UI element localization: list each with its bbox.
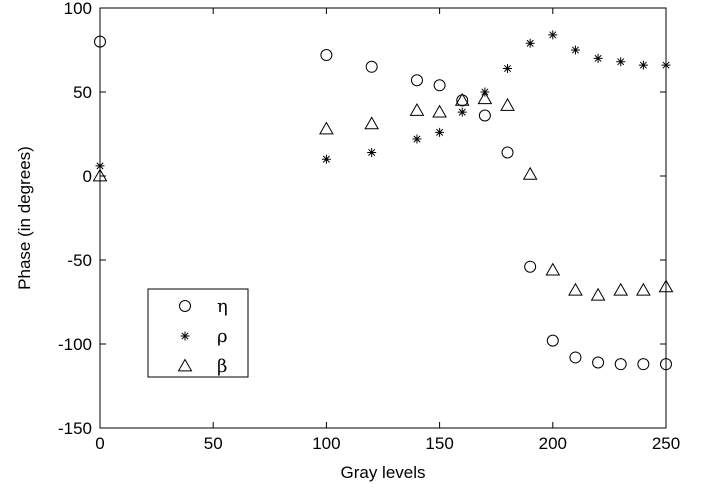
data-point-asterisk xyxy=(661,60,671,70)
data-point-circle xyxy=(592,356,605,369)
data-point-circle xyxy=(660,358,672,371)
data-point-circle xyxy=(365,60,378,73)
series-circle xyxy=(94,35,672,371)
data-point-asterisk xyxy=(457,107,467,117)
data-point-triangle xyxy=(522,166,538,180)
data-point-asterisk xyxy=(367,147,377,157)
data-point-asterisk xyxy=(95,161,105,171)
legend-item: η xyxy=(179,296,228,317)
x-tick-label: 50 xyxy=(204,434,223,453)
series-asterisk xyxy=(95,30,671,171)
series-triangle xyxy=(92,91,674,301)
data-point-triangle xyxy=(477,91,493,105)
legend-box xyxy=(147,288,249,378)
data-point-circle xyxy=(524,260,537,273)
legend-marker-circle xyxy=(179,300,191,312)
y-tick-label: -100 xyxy=(58,335,92,354)
data-point-triangle xyxy=(568,282,583,296)
data-point-circle xyxy=(501,146,514,159)
data-point-circle xyxy=(94,35,106,48)
x-tick-label: 100 xyxy=(312,434,340,453)
data-point-circle xyxy=(569,351,582,364)
data-point-circle xyxy=(320,49,333,62)
plot-frame xyxy=(99,7,667,429)
y-tick-label: 0 xyxy=(83,167,92,186)
data-point-triangle xyxy=(658,279,674,293)
data-point-asterisk xyxy=(412,134,422,144)
legend-label: η xyxy=(217,296,228,317)
data-point-asterisk xyxy=(638,60,648,70)
data-point-asterisk xyxy=(548,30,558,40)
axis-ticks xyxy=(99,7,667,429)
data-point-triangle xyxy=(454,92,470,106)
data-point-circle xyxy=(410,74,423,87)
data-point-triangle xyxy=(613,282,629,296)
y-tick-label: -150 xyxy=(58,419,92,438)
data-point-triangle xyxy=(590,287,606,301)
y-axis-title: Phase (in degrees) xyxy=(15,146,34,290)
data-point-triangle xyxy=(432,104,447,118)
x-tick-label: 200 xyxy=(539,434,567,453)
data-point-circle xyxy=(614,358,627,371)
data-point-triangle xyxy=(409,102,425,116)
legend-label: β xyxy=(217,356,227,377)
data-point-asterisk xyxy=(616,57,626,67)
data-point-triangle xyxy=(364,116,380,130)
data-point-asterisk xyxy=(435,127,445,137)
legend-item: ρ xyxy=(180,326,228,347)
data-point-triangle xyxy=(545,262,561,276)
data-point-asterisk xyxy=(525,38,535,48)
data-point-asterisk xyxy=(593,53,603,63)
legend: ηρβ xyxy=(147,288,249,378)
x-axis-title: Gray levels xyxy=(340,463,425,482)
x-tick-label: 150 xyxy=(425,434,453,453)
data-point-asterisk xyxy=(503,63,513,73)
data-point-asterisk xyxy=(570,45,580,55)
data-point-circle xyxy=(546,334,559,347)
legend-label: ρ xyxy=(217,326,228,347)
data-point-circle xyxy=(433,79,446,92)
data-point-triangle xyxy=(92,168,108,182)
legend-marker-asterisk xyxy=(180,331,190,341)
data-point-triangle xyxy=(635,282,651,296)
axis-tick-labels: 0 50 100 150 200 250 100 50 0 -50 -100 -150 xyxy=(58,0,680,453)
y-tick-label: -50 xyxy=(67,251,92,270)
legend-item: β xyxy=(177,356,227,377)
data-point-triangle xyxy=(500,97,515,111)
data-point-asterisk xyxy=(321,154,331,164)
y-tick-label: 50 xyxy=(73,83,92,102)
legend-marker-triangle xyxy=(177,358,193,372)
data-point-circle xyxy=(478,109,491,122)
data-point-triangle xyxy=(319,121,334,135)
x-tick-label: 0 xyxy=(95,434,104,453)
data-point-circle xyxy=(637,358,650,371)
data-points xyxy=(92,30,674,371)
y-tick-label: 100 xyxy=(64,0,92,18)
x-tick-label: 250 xyxy=(652,434,680,453)
